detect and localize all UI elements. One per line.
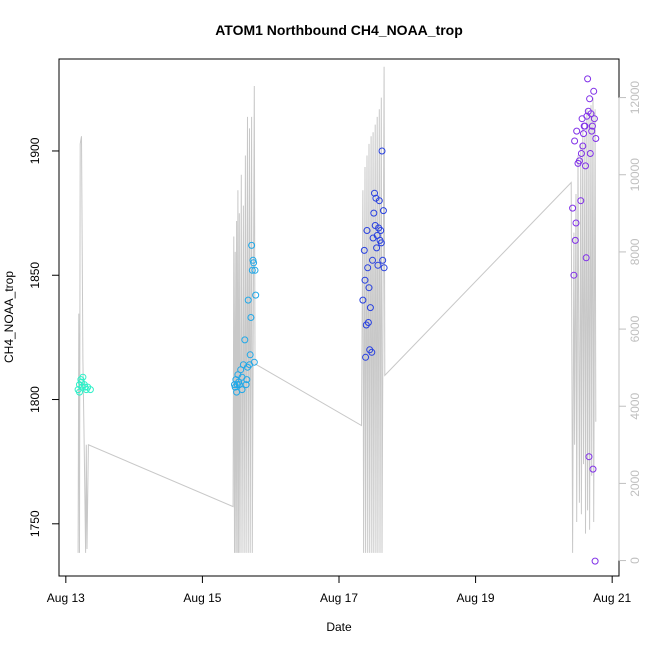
data-point-s2-11 bbox=[368, 348, 376, 356]
data-point-s2-7 bbox=[364, 319, 372, 326]
data-point-s2-15 bbox=[371, 189, 378, 197]
data-point-s3-30 bbox=[592, 135, 600, 142]
data-point-s0-4 bbox=[79, 373, 87, 381]
y2-tick-label-0: 0 bbox=[628, 557, 642, 564]
data-point-s3-8 bbox=[577, 197, 585, 205]
data-point-s2-27 bbox=[379, 256, 387, 264]
y2-tick-label-2: 4000 bbox=[628, 393, 642, 420]
data-point-s3-21 bbox=[586, 95, 594, 103]
data-point-s3-3 bbox=[571, 236, 579, 244]
data-point-s2-6 bbox=[364, 264, 372, 272]
data-point-s2-10 bbox=[366, 304, 374, 312]
data-point-s2-22 bbox=[375, 197, 383, 205]
x-tick-label-0: Aug 13 bbox=[47, 591, 85, 605]
data-point-s3-14 bbox=[581, 122, 589, 130]
data-point-s0-10 bbox=[76, 388, 83, 396]
y2-axis: 0 2000 4000 6000 8000 10000 12000 bbox=[618, 81, 642, 564]
data-point-s3-29 bbox=[591, 557, 599, 565]
y2-tick-label-6: 12000 bbox=[628, 81, 642, 115]
x-axis: Aug 13 Aug 15 Aug 17 Aug 19 Aug 21 bbox=[47, 575, 632, 605]
data-point-s3-4 bbox=[572, 219, 580, 227]
data-point-s3-15 bbox=[582, 162, 589, 170]
data-point-s1-23 bbox=[252, 291, 260, 299]
data-point-s1-22 bbox=[251, 266, 259, 274]
data-point-s0-11 bbox=[78, 378, 85, 386]
data-point-s1-15 bbox=[246, 351, 254, 359]
x-tick-label-4: Aug 21 bbox=[593, 591, 631, 605]
data-point-s2-20 bbox=[374, 261, 382, 269]
data-point-s1-17 bbox=[248, 241, 256, 249]
x-tick-label-3: Aug 19 bbox=[457, 591, 495, 605]
data-point-s3-26 bbox=[589, 465, 597, 473]
plot-frame bbox=[58, 58, 620, 577]
y-tick-label-1: 1800 bbox=[28, 386, 42, 413]
data-point-s2-28 bbox=[379, 207, 387, 215]
data-point-s3-7 bbox=[575, 157, 583, 165]
data-point-s3-18 bbox=[584, 75, 592, 83]
data-point-s3-12 bbox=[580, 130, 587, 138]
x-axis-label: Date bbox=[326, 620, 352, 634]
data-point-s3-28 bbox=[590, 115, 598, 123]
data-point-s2-3 bbox=[362, 353, 370, 361]
data-point-s2-8 bbox=[365, 284, 373, 292]
data-point-s2-2 bbox=[361, 276, 369, 284]
data-point-s1-25 bbox=[246, 361, 253, 369]
y-tick-label-2: 1850 bbox=[28, 262, 42, 289]
data-point-s2-1 bbox=[360, 246, 368, 254]
data-point-s3-24 bbox=[588, 127, 596, 135]
data-point-s3-0 bbox=[569, 204, 577, 212]
data-point-s1-14 bbox=[244, 296, 252, 304]
y-axis: 1750 1800 1850 1900 bbox=[28, 137, 60, 537]
data-point-s3-27 bbox=[590, 87, 598, 95]
data-point-s1-9 bbox=[238, 386, 246, 394]
data-point-s1-20 bbox=[250, 259, 258, 267]
data-point-s1-16 bbox=[247, 314, 255, 321]
points-layer bbox=[74, 75, 600, 565]
data-point-s2-24 bbox=[377, 227, 385, 234]
data-point-s0-9 bbox=[86, 386, 94, 394]
data-point-s2-12 bbox=[369, 256, 376, 264]
altitude-line bbox=[77, 66, 597, 553]
y-tick-label-0: 1750 bbox=[28, 510, 42, 537]
y2-tick-label-4: 8000 bbox=[628, 238, 642, 265]
data-point-s3-25 bbox=[588, 122, 596, 130]
data-point-s2-25 bbox=[377, 239, 385, 247]
data-point-s2-29 bbox=[380, 264, 388, 272]
data-point-s2-0 bbox=[359, 296, 367, 304]
data-point-s3-2 bbox=[571, 137, 579, 145]
y2-tick-label-3: 6000 bbox=[628, 315, 642, 342]
data-point-s3-5 bbox=[573, 127, 581, 135]
y-axis-label: CH4_NOAA_trop bbox=[2, 271, 16, 363]
data-point-s1-11 bbox=[241, 336, 249, 344]
data-point-s3-9 bbox=[577, 150, 585, 157]
data-point-s1-12 bbox=[242, 381, 250, 389]
data-point-s2-5 bbox=[363, 227, 371, 234]
data-point-s1-26 bbox=[238, 373, 246, 381]
data-point-s3-20 bbox=[585, 453, 593, 461]
y-tick-label-3: 1900 bbox=[28, 137, 42, 164]
data-point-s3-23 bbox=[587, 110, 595, 118]
data-point-s3-16 bbox=[582, 254, 590, 262]
altitude-line-layer bbox=[77, 66, 597, 553]
x-tick-label-1: Aug 15 bbox=[183, 591, 221, 605]
data-point-s2-18 bbox=[373, 244, 381, 252]
x-tick-label-2: Aug 17 bbox=[320, 591, 358, 605]
data-point-s2-14 bbox=[370, 209, 378, 217]
data-point-s3-1 bbox=[570, 271, 578, 279]
data-point-s3-22 bbox=[586, 150, 594, 157]
y2-tick-label-1: 2000 bbox=[628, 470, 642, 497]
chart-title: ATOM1 Northbound CH4_NOAA_trop bbox=[215, 22, 463, 38]
y2-tick-label-5: 10000 bbox=[628, 158, 642, 192]
data-point-s2-26 bbox=[378, 147, 386, 155]
data-point-s1-18 bbox=[248, 266, 256, 274]
data-point-s3-11 bbox=[579, 142, 587, 150]
